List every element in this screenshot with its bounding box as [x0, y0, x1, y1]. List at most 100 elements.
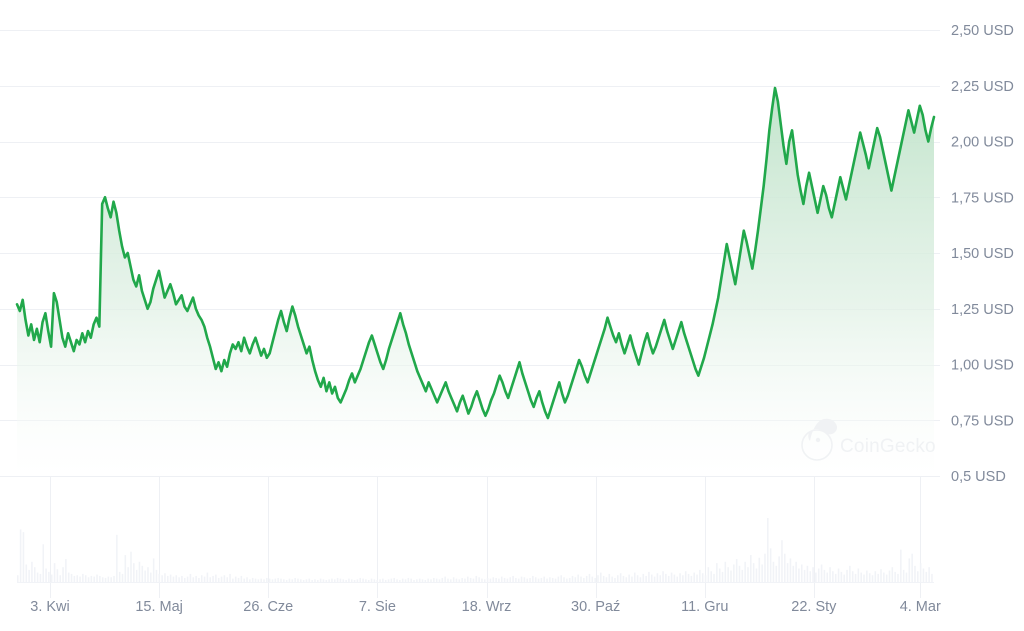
volume-bar	[515, 577, 517, 582]
volume-bar	[900, 549, 902, 582]
volume-bar	[761, 564, 763, 582]
volume-bar	[834, 573, 837, 582]
volume-bar	[345, 579, 347, 582]
volume-bar	[339, 578, 342, 582]
volume-bar	[350, 579, 353, 582]
volume-bar	[520, 576, 523, 582]
volume-bar	[107, 576, 110, 582]
volume-bar	[220, 576, 223, 582]
volume-bar	[577, 574, 579, 582]
volume-bar	[418, 578, 421, 582]
volume-bar	[820, 564, 823, 582]
volume-bar	[478, 577, 480, 582]
volume-bar	[495, 577, 497, 582]
volume-bar	[809, 571, 812, 582]
volume-bar	[707, 567, 710, 582]
volume-bar	[523, 577, 526, 582]
volume-bar	[322, 579, 325, 582]
volume-bar	[373, 579, 376, 582]
volume-bar	[192, 577, 195, 582]
volume-bar	[390, 578, 393, 582]
x-axis-tick-label: 15. Maj	[135, 599, 183, 615]
volume-bar	[161, 575, 163, 582]
volume-bar	[710, 571, 712, 582]
volume-bar	[314, 579, 316, 582]
volume-bar	[141, 565, 144, 582]
volume-bar	[181, 575, 183, 582]
gecko-icon	[808, 418, 838, 443]
volume-bar	[554, 578, 557, 582]
volume-bar	[407, 577, 410, 582]
volume-bar	[752, 563, 755, 582]
volume-bar	[90, 575, 93, 582]
volume-bar	[280, 578, 282, 582]
volume-bar	[33, 567, 36, 582]
y-axis-tick-label: 1,00 USD	[951, 358, 1014, 374]
volume-bar	[203, 576, 206, 582]
volume-bar	[772, 561, 775, 582]
volume-bar	[336, 577, 339, 582]
y-axis-tick-label: 2,25 USD	[951, 79, 1014, 95]
volume-bar	[164, 573, 166, 582]
volume-bar	[716, 563, 718, 582]
volume-bar	[840, 571, 843, 582]
volume-bar	[223, 575, 226, 582]
volume-bar	[62, 567, 64, 582]
volume-bar	[815, 572, 817, 582]
volume-bar	[755, 568, 758, 582]
volume-bar	[767, 518, 769, 582]
volume-bar	[730, 570, 732, 582]
volume-bar	[588, 573, 591, 582]
volume-bar	[28, 569, 30, 582]
volume-bar	[450, 579, 452, 582]
volume-bar	[277, 577, 279, 582]
volume-bar	[583, 577, 585, 582]
volume-bar	[186, 576, 189, 582]
volume-bar	[549, 577, 551, 582]
volume-bar	[104, 577, 107, 582]
volume-bar	[416, 579, 418, 582]
volume-bar	[53, 563, 56, 582]
volume-bar	[506, 578, 509, 582]
volume-bar	[288, 578, 291, 582]
volume-bar	[135, 569, 138, 582]
volume-bar	[800, 564, 803, 582]
volume-bar	[48, 571, 50, 582]
volume-bar	[625, 577, 628, 582]
volume-bar	[738, 565, 741, 582]
volume-bar	[854, 573, 857, 582]
volume-bar	[798, 568, 800, 582]
volume-bar	[421, 579, 424, 582]
volume-bar	[619, 573, 622, 582]
volume-bar	[404, 579, 407, 582]
volume-bar	[724, 561, 727, 582]
volume-bar	[546, 578, 548, 582]
volume-bar	[396, 579, 398, 582]
volume-bar	[682, 575, 684, 582]
volume-bar	[617, 575, 619, 582]
volume-bar	[665, 573, 667, 582]
volume-bar	[877, 573, 879, 582]
volume-bar	[42, 544, 45, 582]
volume-bar	[557, 576, 560, 582]
volume-bar	[467, 576, 469, 582]
volume-bar	[667, 575, 670, 582]
volume-bar	[517, 578, 520, 582]
volume-bar	[529, 577, 531, 582]
volume-bar	[308, 578, 311, 582]
volume-bar	[274, 578, 277, 582]
volume-bar	[880, 569, 882, 582]
volume-bar	[543, 576, 545, 582]
volume-bar	[99, 575, 101, 582]
volume-bar	[631, 576, 633, 582]
volume-bar	[639, 577, 642, 582]
volume-bar	[911, 553, 913, 582]
volume-bar	[693, 572, 695, 582]
volume-bar	[387, 579, 390, 582]
volume-bar	[885, 574, 888, 582]
volume-bar	[883, 572, 885, 582]
volume-bar	[540, 577, 543, 582]
volume-bar	[888, 570, 891, 582]
